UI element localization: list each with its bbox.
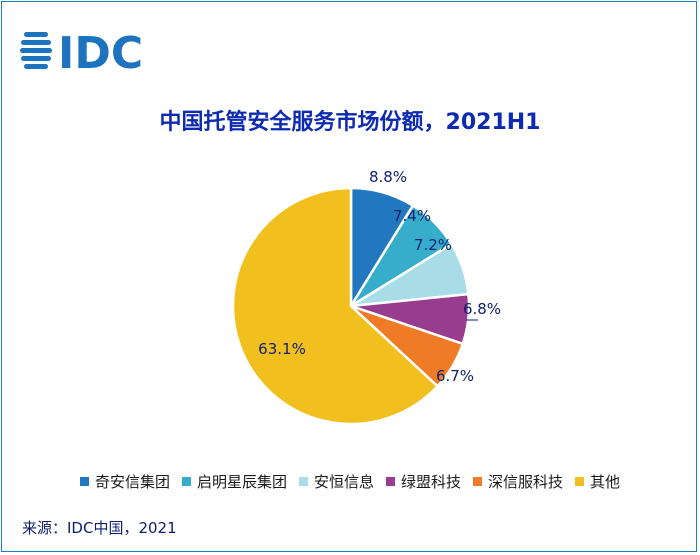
idc-logo-text: IDC (58, 28, 143, 75)
legend-label: 其他 (590, 473, 621, 491)
legend-label: 启明星辰集团 (196, 473, 287, 491)
legend-item: 奇安信集团 (79, 471, 170, 492)
idc-logo-mark (20, 32, 52, 69)
legend-swatch (298, 477, 308, 486)
legend-swatch (79, 477, 89, 486)
chart-legend: 奇安信集团 启明星辰集团 安恒信息 绿盟科技 深信服科技 其他 (0, 471, 700, 492)
legend-item: 其他 (575, 471, 620, 492)
source-note: 来源：IDC中国，2021 (22, 519, 177, 537)
legend-swatch (181, 477, 191, 486)
legend-item: 深信服科技 (473, 471, 563, 492)
legend-label: 绿盟科技 (401, 473, 462, 491)
legend-item: 启明星辰集团 (181, 471, 287, 492)
legend-label: 深信服科技 (488, 473, 564, 491)
legend-item: 安恒信息 (298, 471, 374, 492)
chart-title: 中国托管安全服务市场份额，2021H1 (159, 110, 541, 135)
legend-swatch (386, 477, 395, 486)
legend-label: 安恒信息 (313, 473, 374, 491)
legend-swatch (473, 477, 483, 486)
legend-item: 绿盟科技 (386, 471, 461, 492)
idc-logo: IDC (20, 28, 143, 75)
legend-label: 奇安信集团 (94, 473, 170, 491)
legend-swatch (575, 477, 585, 486)
